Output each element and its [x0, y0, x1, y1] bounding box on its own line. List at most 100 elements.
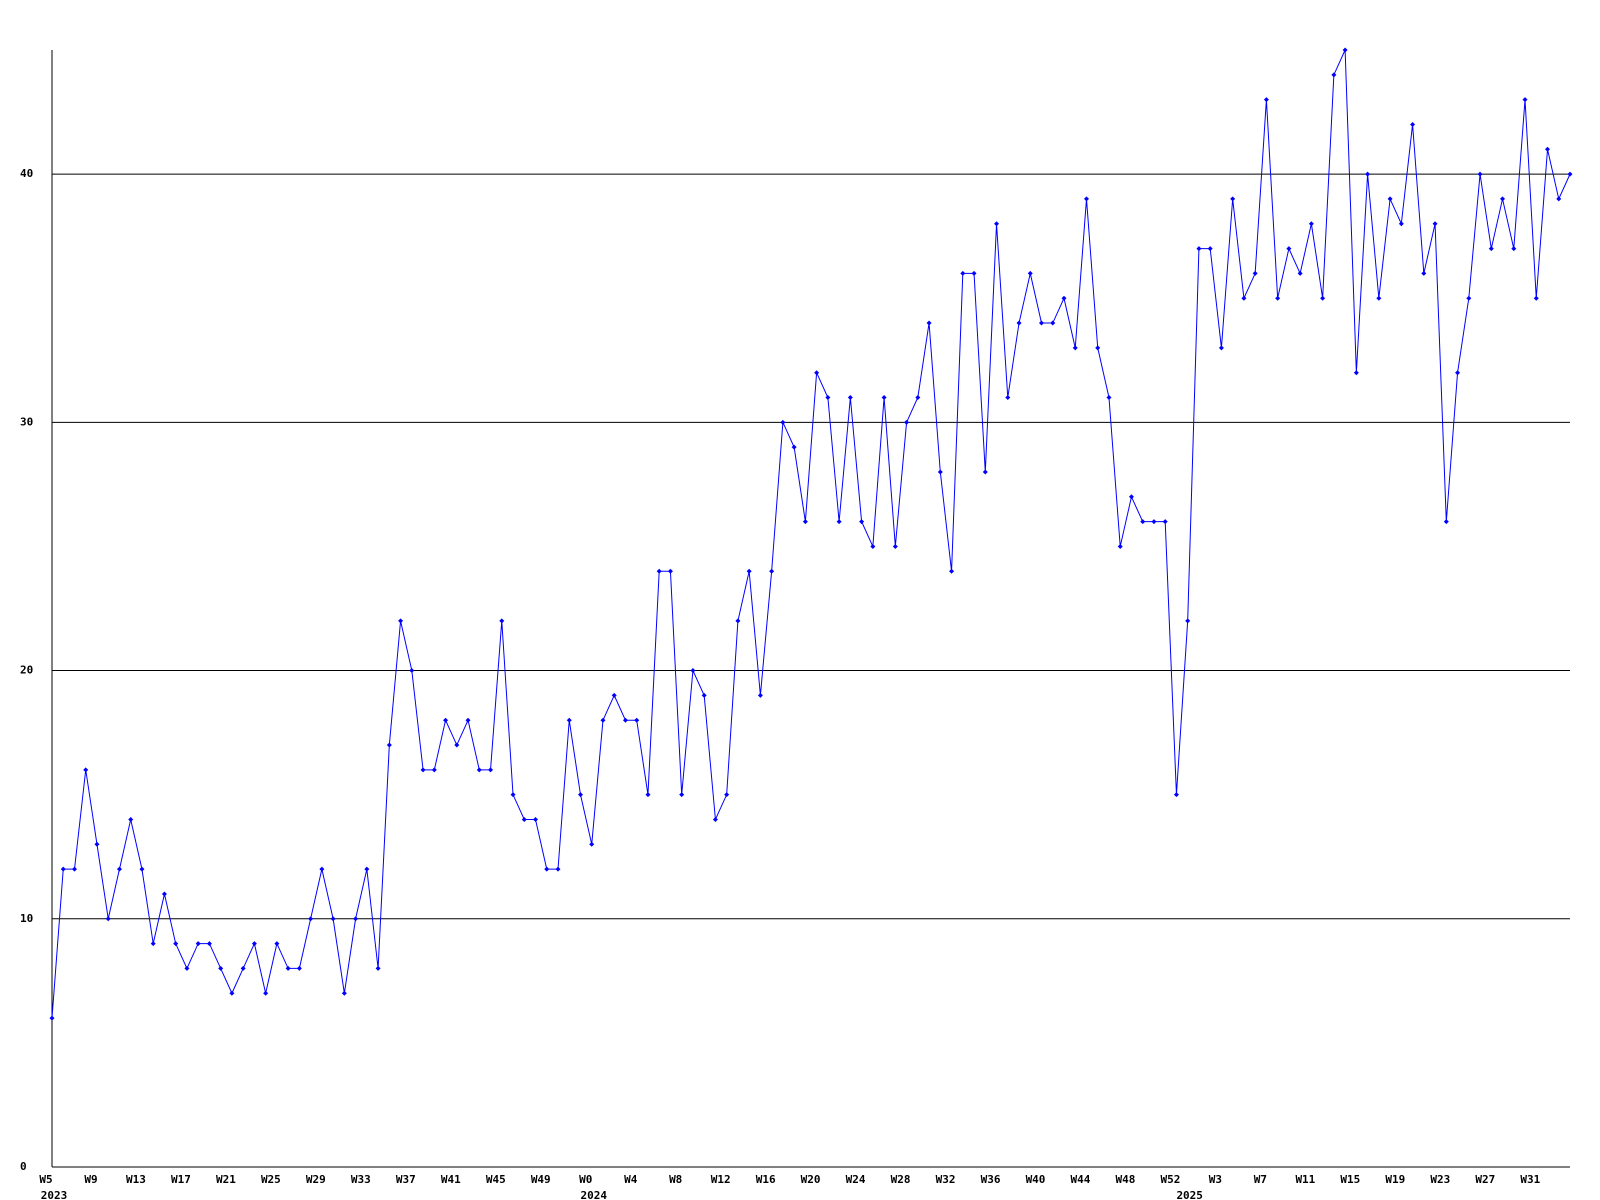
- data-point: [701, 692, 707, 698]
- data-point: [825, 395, 831, 401]
- data-point: [1376, 295, 1382, 301]
- data-point: [139, 866, 145, 872]
- x-tick-label: W11: [1295, 1173, 1315, 1186]
- data-point: [240, 965, 246, 971]
- data-point: [251, 941, 257, 947]
- data-line: [51, 49, 1571, 1019]
- data-point: [105, 916, 111, 922]
- data-point: [420, 767, 426, 773]
- data-point: [566, 717, 572, 723]
- x-tick-label: W5: [39, 1173, 52, 1186]
- data-point: [1398, 221, 1404, 227]
- x-year-label: 2024: [580, 1189, 607, 1200]
- data-point: [1365, 171, 1371, 177]
- x-tick-label: W31: [1520, 1173, 1540, 1186]
- x-tick-label: W17: [171, 1173, 191, 1186]
- data-point: [533, 816, 539, 822]
- data-point: [1533, 295, 1539, 301]
- data-point: [577, 792, 583, 798]
- x-tick-label: W27: [1475, 1173, 1495, 1186]
- data-point: [712, 816, 718, 822]
- y-tick-label: 40: [20, 167, 33, 180]
- data-point: [859, 519, 865, 525]
- data-point: [622, 717, 628, 723]
- data-point: [465, 717, 471, 723]
- data-point: [1263, 97, 1269, 103]
- data-point: [1252, 270, 1258, 276]
- data-point: [296, 965, 302, 971]
- data-point: [634, 717, 640, 723]
- x-tick-label: W32: [936, 1173, 956, 1186]
- data-point: [443, 717, 449, 723]
- data-point: [1342, 47, 1348, 53]
- data-point: [892, 543, 898, 549]
- data-point: [510, 792, 516, 798]
- data-point: [746, 568, 752, 574]
- data-point: [667, 568, 673, 574]
- data-point: [308, 916, 314, 922]
- data-point: [1432, 221, 1438, 227]
- data-point: [1162, 519, 1168, 525]
- data-point: [971, 270, 977, 276]
- x-tick-label: W12: [711, 1173, 731, 1186]
- x-tick-label: W4: [624, 1173, 638, 1186]
- data-point: [454, 742, 460, 748]
- data-point: [589, 841, 595, 847]
- data-point: [1016, 320, 1022, 326]
- data-point: [386, 742, 392, 748]
- data-point: [1196, 246, 1202, 252]
- data-point: [184, 965, 190, 971]
- x-year-label: 2023: [41, 1189, 68, 1200]
- data-point: [1039, 320, 1045, 326]
- x-year-label: 2025: [1176, 1189, 1203, 1200]
- data-point: [1500, 196, 1506, 202]
- data-point: [161, 891, 167, 897]
- data-point: [1511, 246, 1517, 252]
- data-point: [1230, 196, 1236, 202]
- x-tick-label: W0: [579, 1173, 592, 1186]
- data-point: [1387, 196, 1393, 202]
- data-point: [1443, 519, 1449, 525]
- data-point: [1140, 519, 1146, 525]
- data-point: [1173, 792, 1179, 798]
- data-point: [1128, 494, 1134, 500]
- data-point: [1331, 72, 1337, 78]
- data-point: [1083, 196, 1089, 202]
- data-point: [757, 692, 763, 698]
- data-point: [195, 941, 201, 947]
- x-tick-label: W48: [1116, 1173, 1136, 1186]
- data-point: [1005, 395, 1011, 401]
- x-tick-label: W8: [669, 1173, 682, 1186]
- data-point: [1151, 519, 1157, 525]
- data-point: [937, 469, 943, 475]
- data-point: [1308, 221, 1314, 227]
- data-point: [1207, 246, 1213, 252]
- x-tick-label: W36: [981, 1173, 1001, 1186]
- data-point: [1106, 395, 1112, 401]
- data-point: [229, 990, 235, 996]
- data-point: [1466, 295, 1472, 301]
- data-point: [679, 792, 685, 798]
- x-tick-label: W40: [1026, 1173, 1046, 1186]
- data-point: [1297, 270, 1303, 276]
- data-point: [521, 816, 527, 822]
- x-tick-label: W29: [306, 1173, 326, 1186]
- data-point: [1117, 543, 1123, 549]
- data-point: [1421, 270, 1427, 276]
- data-point: [735, 618, 741, 624]
- data-point: [949, 568, 955, 574]
- x-tick-label: W23: [1430, 1173, 1450, 1186]
- data-point: [724, 792, 730, 798]
- data-point: [1320, 295, 1326, 301]
- data-point: [780, 419, 786, 425]
- data-point: [982, 469, 988, 475]
- data-point: [94, 841, 100, 847]
- data-point: [555, 866, 561, 872]
- data-point: [915, 395, 921, 401]
- data-point: [476, 767, 482, 773]
- x-tick-label: W44: [1071, 1173, 1091, 1186]
- data-point: [690, 668, 696, 674]
- data-point: [1185, 618, 1191, 624]
- data-point: [173, 941, 179, 947]
